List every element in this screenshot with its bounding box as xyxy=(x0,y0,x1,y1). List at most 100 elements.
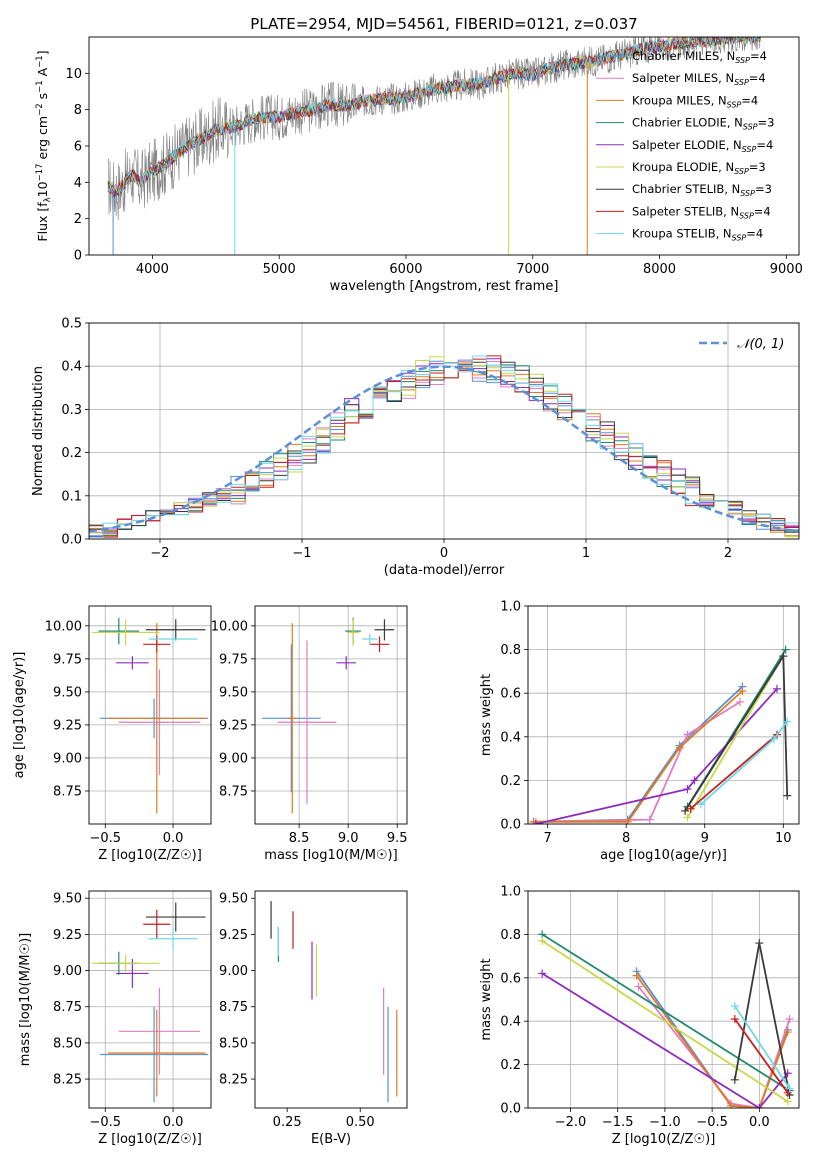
x-tick-label: −2 xyxy=(150,546,169,561)
chart-weight-vs-age: 7 8 9 10 0.0 0.2 0.4 0.6 0.8 1.0 age [log10(age/yr… xyxy=(479,600,800,863)
age-vs-Z-y-label: age [log10(age/yr)] xyxy=(12,652,27,779)
weight-vs-Z-y-label: mass weight xyxy=(479,958,494,1040)
y-tick-label: 8.75 xyxy=(219,1000,248,1015)
x-tick-label: 0.0 xyxy=(749,1115,770,1130)
weight-line-8 xyxy=(690,733,778,810)
x-tick-label: −1.5 xyxy=(602,1115,634,1130)
weight-marker xyxy=(686,804,695,813)
mass-vs-Z-x-label: Z [log10(Z/Z☉)] xyxy=(98,1132,202,1147)
weight-line-8 xyxy=(734,1018,789,1094)
x-tick-label: −1 xyxy=(292,546,311,561)
model-line-9 xyxy=(107,37,762,193)
plot-area xyxy=(89,355,799,539)
weight-line-6 xyxy=(541,940,789,1103)
y-tick-label: 0.0 xyxy=(500,818,521,833)
y-tick-label: 0.4 xyxy=(61,360,82,375)
weight-line-2 xyxy=(637,985,791,1108)
chart-mass-vs-ebv: 0.25 0.50 8.25 8.50 8.75 9.00 9.25 9.50 E(B-V) xyxy=(219,890,408,1147)
weight-marker xyxy=(683,813,692,822)
x-tick-label: 9 xyxy=(701,831,709,846)
weight-marker xyxy=(730,1015,739,1024)
y-tick-label: 0.1 xyxy=(61,489,82,504)
y-tick-label: 0.2 xyxy=(500,1058,521,1073)
plot-area xyxy=(270,901,398,1103)
y-tick-label: 9.75 xyxy=(53,652,82,667)
weight-marker xyxy=(727,1101,736,1108)
weight-line-3 xyxy=(635,975,789,1108)
chart-spectrum: 4000 5000 6000 7000 8000 9000 0 2 4 6 8 10 Chabrier … xyxy=(35,36,803,294)
y-tick-label: 0.0 xyxy=(61,533,82,548)
x-tick-label: 8.5 xyxy=(289,831,310,846)
legend-label-normal: 𝒩(0, 1) xyxy=(737,337,784,352)
weight-marker xyxy=(736,697,745,706)
y-tick-label: 0.2 xyxy=(61,446,82,461)
weight-marker xyxy=(783,717,792,726)
spectrum-y-label: Flux [fλ10−17 erg cm−2 s−1 A−1] xyxy=(35,50,53,241)
plot-area xyxy=(91,617,209,814)
weight-marker xyxy=(769,734,778,743)
x-tick-label: 9.0 xyxy=(338,831,359,846)
legend-label-4: Chabrier ELODIE, NSSP=3 xyxy=(632,116,774,132)
chart-weight-vs-Z: −2.0 −1.5 −1.0 −0.5 0.0 0.0 0.2 0.4 0.6 0.8 1.0 Z [… xyxy=(479,885,800,1147)
y-tick-label: 9.25 xyxy=(219,718,248,733)
legend-label-7: Chabrier STELIB, NSSP=3 xyxy=(632,182,772,198)
weight-marker xyxy=(690,776,699,785)
y-tick-label: 0.5 xyxy=(61,317,82,332)
y-tick-label: 8.75 xyxy=(53,784,82,799)
x-tick-label: 6000 xyxy=(389,262,422,277)
age-vs-mass-x-label: mass [log10(M/M☉)] xyxy=(264,848,397,863)
y-tick-label: 9.25 xyxy=(53,718,82,733)
weight-marker xyxy=(785,1084,794,1093)
x-tick-label: 9000 xyxy=(770,262,803,277)
weight-vs-age-x-label: age [log10(age/yr)] xyxy=(600,848,727,863)
y-tick-label: 6 xyxy=(74,140,82,155)
y-tick-label: 9.50 xyxy=(53,685,82,700)
mass-vs-ebv-x-label: E(B-V) xyxy=(311,1132,351,1147)
y-tick-label: 9.00 xyxy=(219,964,248,979)
y-tick-label: 8.25 xyxy=(219,1073,248,1088)
plot-area xyxy=(529,645,792,824)
x-tick-label: −0.5 xyxy=(696,1115,728,1130)
plot-area xyxy=(538,930,794,1108)
weight-marker xyxy=(538,936,547,945)
residuals-y-label: Normed distribution xyxy=(31,366,46,496)
axes-frame xyxy=(88,36,800,256)
y-tick-label: 8 xyxy=(74,103,82,118)
weight-line-3 xyxy=(533,690,744,823)
y-tick-label: 0.4 xyxy=(500,730,521,745)
weight-marker xyxy=(783,1028,792,1037)
chart-layer: 4000 5000 6000 7000 8000 90000246810Chabrier … xyxy=(12,36,803,1147)
axes-frame xyxy=(88,605,212,825)
y-tick-label: 2 xyxy=(74,212,82,227)
x-tick-label: 0.0 xyxy=(163,831,184,846)
normal-reference-line xyxy=(89,365,799,533)
x-tick-label: −0.5 xyxy=(89,831,121,846)
x-tick-label: 7000 xyxy=(516,262,549,277)
y-tick-label: 9.50 xyxy=(219,892,248,907)
y-tick-label: 9.75 xyxy=(219,652,248,667)
x-tick-label: 0 xyxy=(440,546,448,561)
axes-frame xyxy=(254,605,408,825)
x-tick-label: 9.5 xyxy=(387,831,408,846)
y-tick-label: 1.0 xyxy=(500,885,521,900)
weight-marker xyxy=(683,785,692,794)
x-tick-label: 8000 xyxy=(643,262,676,277)
x-tick-label: −0.5 xyxy=(89,1115,121,1130)
weight-marker xyxy=(738,687,747,696)
weight-marker xyxy=(538,969,547,978)
weight-marker xyxy=(781,645,790,654)
y-tick-label: 0 xyxy=(74,249,82,264)
weight-marker xyxy=(785,1015,794,1024)
y-tick-label: 9.25 xyxy=(53,928,82,943)
weight-marker xyxy=(681,806,690,815)
x-tick-label: −1.0 xyxy=(649,1115,681,1130)
x-tick-label: 8 xyxy=(622,831,630,846)
weight-line-4 xyxy=(541,933,791,1092)
weight-marker xyxy=(730,1002,739,1011)
weight-marker xyxy=(632,971,641,980)
y-tick-label: 8.50 xyxy=(219,1036,248,1051)
weight-line-9 xyxy=(734,1005,791,1089)
weight-marker xyxy=(675,743,684,752)
weight-marker xyxy=(755,939,764,948)
y-tick-label: 0.3 xyxy=(61,403,82,418)
